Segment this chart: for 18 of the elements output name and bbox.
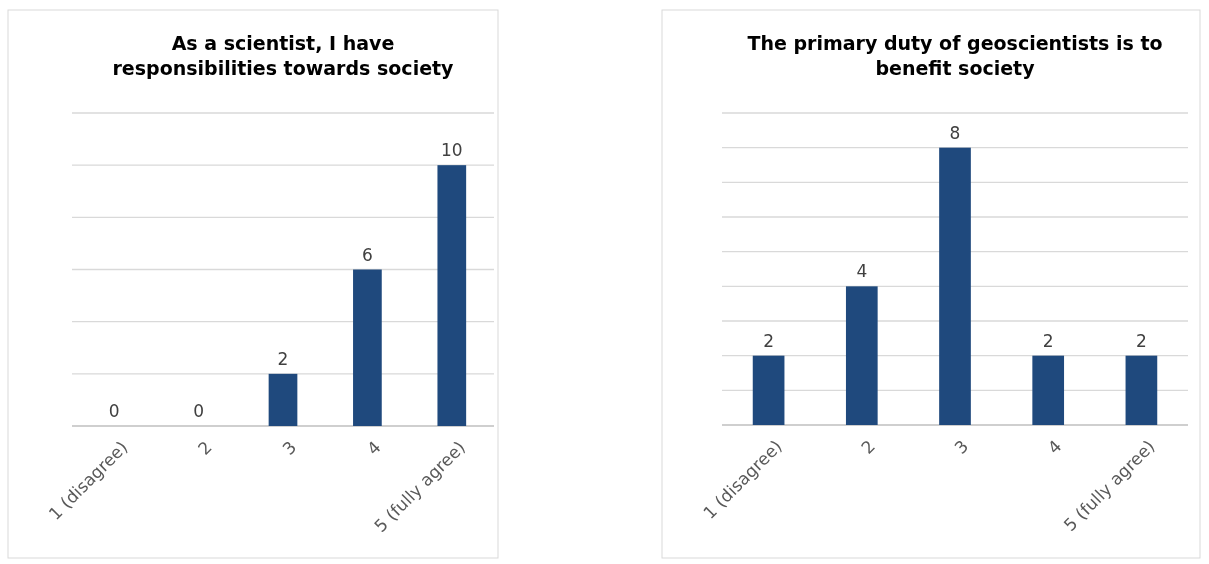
data-label: 2 <box>277 348 289 369</box>
data-label: 6 <box>361 244 373 265</box>
data-label: 0 <box>193 401 205 421</box>
chart-title: The primary duty of geoscientists is to benefit society <box>747 32 1163 79</box>
data-label: 8 <box>949 122 961 143</box>
x-tick-label: 2 <box>194 437 216 459</box>
chart-title: As a scientist, I have responsibilities towards society <box>112 32 455 79</box>
x-tick-label: 4 <box>1043 436 1066 458</box>
data-label: 2 <box>763 330 775 351</box>
data-label: 10 <box>440 140 463 161</box>
x-tick-label: 3 <box>278 437 301 459</box>
data-label: 0 <box>108 401 120 421</box>
x-tick-label: 2 <box>857 436 880 458</box>
x-tick-label: 3 <box>950 436 973 458</box>
data-label: 2 <box>1135 330 1147 351</box>
data-label: 4 <box>856 261 868 282</box>
x-tick-label: 4 <box>362 437 385 459</box>
data-label: 2 <box>1042 330 1054 351</box>
